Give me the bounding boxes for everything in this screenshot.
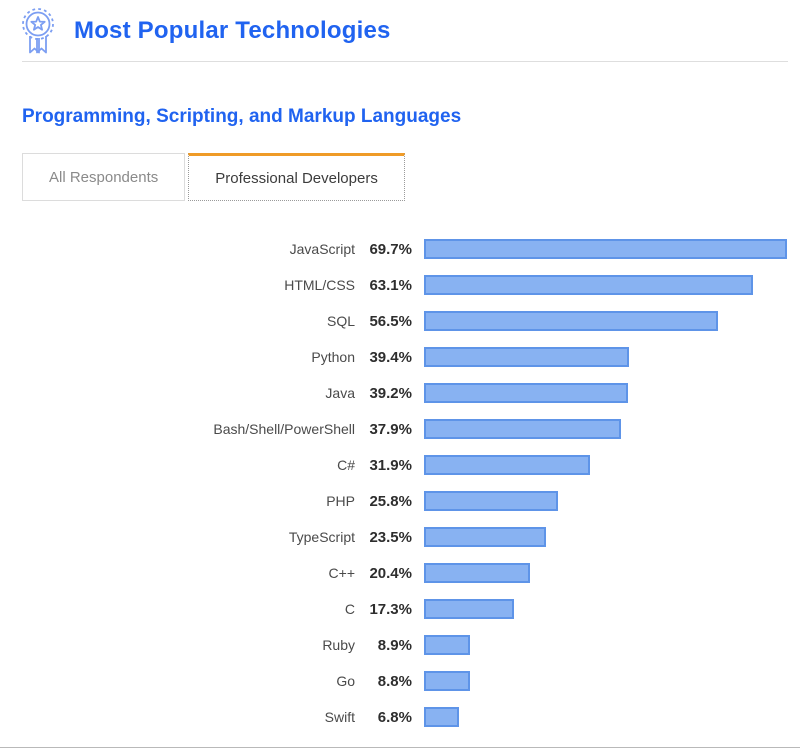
bar-track (424, 527, 800, 547)
value-label: 63.1% (369, 276, 412, 294)
bar (424, 599, 514, 619)
bar (424, 491, 558, 511)
bar (424, 383, 628, 403)
value-label: 8.9% (377, 636, 412, 654)
chart-row: C++ 20.4% (0, 563, 800, 583)
category-label: Bash/Shell/PowerShell (213, 421, 355, 437)
value-label: 39.4% (369, 348, 412, 366)
bar-track (424, 347, 800, 367)
chart-row: Java 39.2% (0, 383, 800, 403)
chart-row: TypeScript 23.5% (0, 527, 800, 547)
bar-track (424, 491, 800, 511)
value-label: 23.5% (369, 528, 412, 546)
category-label: C# (337, 457, 355, 473)
value-label: 69.7% (369, 240, 412, 258)
chart-row: Python 39.4% (0, 347, 800, 367)
category-label: TypeScript (288, 529, 355, 545)
bar (424, 707, 459, 727)
chart-row: HTML/CSS 63.1% (0, 275, 800, 295)
header-divider (22, 61, 788, 62)
chart-row: SQL 56.5% (0, 311, 800, 331)
value-label: 17.3% (369, 600, 412, 618)
bar-track (424, 563, 800, 583)
bar (424, 635, 470, 655)
value-label: 25.8% (369, 492, 412, 510)
bar (424, 275, 753, 295)
value-label: 20.4% (369, 564, 412, 582)
bar (424, 311, 718, 331)
page-title: Most Popular Technologies (74, 16, 391, 44)
chart-row: Swift 6.8% (0, 707, 800, 727)
category-label: SQL (326, 313, 355, 329)
bar (424, 239, 787, 259)
value-label: 31.9% (369, 456, 412, 474)
bar-track (424, 383, 800, 403)
bar-track (424, 239, 800, 259)
category-label: C (344, 601, 355, 617)
category-label: Swift (324, 709, 355, 725)
value-label: 6.8% (377, 708, 412, 726)
value-label: 56.5% (369, 312, 412, 330)
bar-track (424, 599, 800, 619)
bar-track (424, 311, 800, 331)
bar-track (424, 707, 800, 727)
category-label: Java (325, 385, 355, 401)
bar (424, 671, 470, 691)
chart-row: Bash/Shell/PowerShell 37.9% (0, 419, 800, 439)
languages-bar-chart: JavaScript 69.7% HTML/CSS 63.1% SQL 56.5% Pyth… (0, 239, 800, 727)
section-title: Programming, Scripting, and Markup Langu… (22, 106, 462, 127)
bar-track (424, 419, 800, 439)
chart-row: Go 8.8% (0, 671, 800, 691)
category-label: JavaScript (289, 241, 355, 257)
tab-professional-developers[interactable]: Professional Developers (188, 153, 405, 201)
category-label: Ruby (322, 637, 355, 653)
chart-row: PHP 25.8% (0, 491, 800, 511)
chart-row: Ruby 8.9% (0, 635, 800, 655)
bar-track (424, 671, 800, 691)
bar (424, 419, 621, 439)
bar (424, 455, 590, 475)
chart-row: JavaScript 69.7% (0, 239, 800, 259)
award-ribbon-icon (15, 7, 61, 55)
bar (424, 563, 530, 583)
bar (424, 347, 629, 367)
category-label: PHP (326, 493, 355, 509)
category-label: Python (311, 349, 355, 365)
category-label: HTML/CSS (284, 277, 355, 293)
bar-track (424, 455, 800, 475)
bar-track (424, 635, 800, 655)
category-label: C++ (328, 565, 355, 581)
value-label: 39.2% (369, 384, 412, 402)
bar-track (424, 275, 800, 295)
value-label: 8.8% (377, 672, 412, 690)
page-header: Most Popular Technologies (0, 0, 800, 53)
bar (424, 527, 546, 547)
tab-bar: All Respondents Professional Developers (22, 153, 800, 201)
value-label: 37.9% (369, 420, 412, 438)
category-label: Go (336, 673, 355, 689)
tab-all-respondents[interactable]: All Respondents (22, 153, 186, 201)
chart-row: C# 31.9% (0, 455, 800, 475)
chart-row: C 17.3% (0, 599, 800, 619)
